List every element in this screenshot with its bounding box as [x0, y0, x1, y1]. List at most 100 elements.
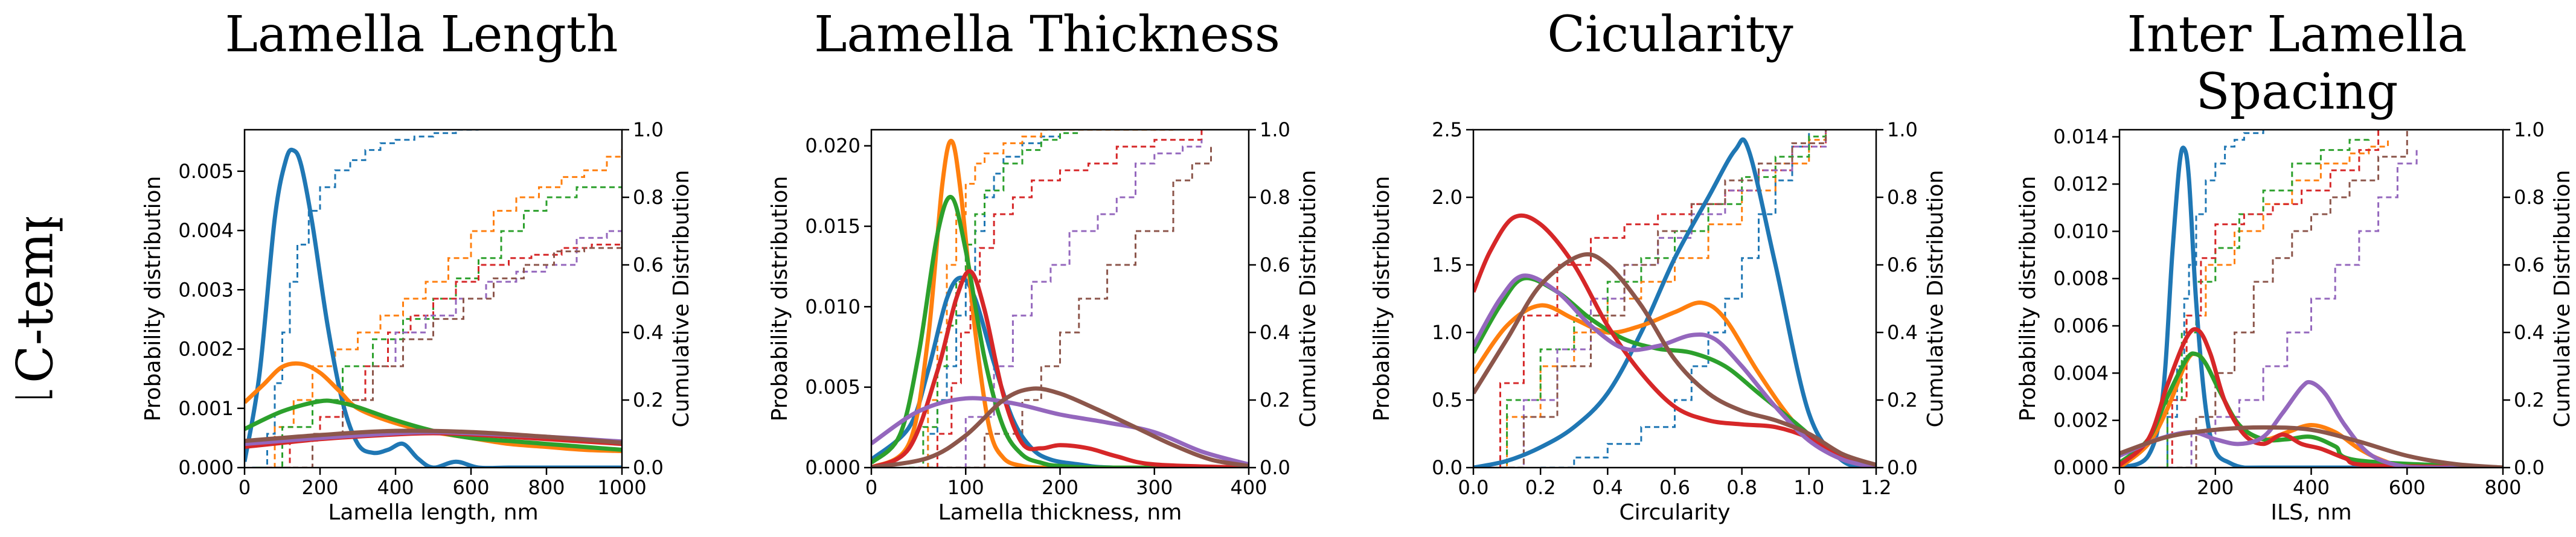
- y-axis-label: Probability distribution: [141, 176, 165, 422]
- y2-tick-label: 0.2: [1260, 389, 1290, 411]
- y-tick-label: 0.000: [178, 456, 234, 479]
- x-tick-label: 800: [2484, 476, 2521, 499]
- x-tick-label: 600: [452, 476, 489, 499]
- y2-tick-label: 0.8: [1260, 186, 1290, 209]
- y-tick-label: 0.005: [805, 376, 860, 399]
- pdf-line-blue: [1473, 137, 1876, 468]
- y-tick-label: 0.015: [805, 215, 860, 238]
- x-tick-label: 200: [1042, 476, 1078, 499]
- cdf-line-blue: [909, 130, 1089, 468]
- pdf-line-blue: [2119, 145, 2503, 468]
- cdf-line-red: [918, 130, 1203, 468]
- y2-tick-label: 0.2: [1887, 389, 1918, 411]
- y-tick-label: 0.004: [178, 219, 234, 242]
- x-tick-label: 400: [2293, 476, 2330, 499]
- y-tick-label: 0.002: [178, 338, 234, 361]
- x-tick-label: 300: [1136, 476, 1173, 499]
- y-tick-label: 0.000: [2053, 456, 2109, 479]
- cdf-line-red: [1480, 130, 1827, 468]
- y-tick-label: 0.010: [2053, 220, 2109, 243]
- cdf-line-red: [2158, 130, 2380, 468]
- chart-series-group: [245, 130, 622, 468]
- y-tick-label: 0.0: [1432, 456, 1463, 479]
- plot-frame: [243, 129, 623, 469]
- cdf-line-brown: [947, 147, 1212, 468]
- x-tick-label: 100: [947, 476, 984, 499]
- x-tick-label: 0: [865, 476, 877, 499]
- x-axis-label: Lamella thickness, nm: [938, 500, 1182, 525]
- x-tick-label: 0.0: [1458, 476, 1489, 499]
- y2-tick-label: 0.0: [1260, 456, 1290, 479]
- pdf-line-brown: [871, 386, 1249, 468]
- y2-tick-label: 0.4: [633, 321, 664, 344]
- y-tick-label: 0.014: [2053, 126, 2109, 148]
- y2-tick-label: 0.4: [2514, 321, 2545, 344]
- y2-tick-label: 1.0: [1887, 118, 1918, 141]
- y-tick-label: 0.004: [2053, 361, 2109, 384]
- x-tick-label: 600: [2389, 476, 2426, 499]
- cdf-line-red: [267, 241, 622, 468]
- cdf-line-green: [2148, 136, 2370, 468]
- pdf-line-orange: [245, 361, 622, 453]
- chart-panel-1: 0 200 400 600 800 1000 0.000 0.001 0.002 0.003 0.0…: [141, 118, 694, 525]
- y2-tick-label: 0.4: [1887, 321, 1918, 344]
- y2-tick-label: 0.4: [1260, 321, 1290, 344]
- cdf-line-blue: [1540, 130, 1810, 468]
- panel-title-4: Inter Lamella Spacing: [2127, 6, 2467, 121]
- cdf-line-purple: [2167, 147, 2418, 468]
- pdf-line-brown: [1473, 252, 1876, 467]
- x-tick-label: 200: [301, 476, 338, 499]
- y-tick-label: 0.5: [1432, 389, 1463, 411]
- chart-panel-2: 0 100 200 300 400 0.000 0.005 0.010 0.015 0.020 0.…: [767, 118, 1321, 525]
- pdf-line-green: [245, 398, 622, 452]
- y-tick-label: 2.0: [1432, 186, 1463, 209]
- y-tick-label: 1.5: [1432, 253, 1463, 276]
- cdf-line-blue: [2153, 130, 2264, 468]
- y2-tick-label: 0.8: [1887, 186, 1918, 209]
- x-tick-label: 0.6: [1659, 476, 1690, 499]
- x-tick-label: 400: [1230, 476, 1267, 499]
- y2-tick-label: 0.8: [633, 186, 664, 209]
- chart-panel-3: 0.0 0.2 0.4 0.6 0.8 1.0 1.20.00.51.01.52.02.50…: [1370, 118, 1948, 525]
- y-tick-label: 0.006: [2053, 314, 2109, 337]
- panel-title-1: Lamella Length: [225, 6, 618, 63]
- pdf-line-brown: [2119, 425, 2503, 468]
- y-tick-label: 0.005: [178, 160, 234, 183]
- x-tick-label: 0: [2113, 476, 2126, 499]
- y2-tick-label: 0.8: [2514, 186, 2545, 209]
- x-tick-label: 0.8: [1726, 476, 1757, 499]
- chart-series-group: [871, 130, 1249, 468]
- y2-axis-label: Cumulative Distribution: [1923, 170, 1948, 428]
- chart-panel-4: 0 200 400 600 800 0.000 0.002 0.004 0.006 0.008 0.…: [2016, 118, 2575, 525]
- y-tick-label: 0.001: [178, 397, 234, 420]
- panel-title-2: Lamella Thickness: [814, 6, 1280, 63]
- y2-tick-label: 0.0: [2514, 456, 2545, 479]
- x-tick-label: 1.0: [1793, 476, 1824, 499]
- row-label-text: 1C-temp: [9, 217, 65, 398]
- x-tick-label: 0.2: [1525, 476, 1556, 499]
- y-tick-label: 0.000: [805, 456, 860, 479]
- y2-axis-label: Cumulative Distribution: [1296, 170, 1321, 428]
- chart-series-group: [2119, 130, 2503, 468]
- y2-tick-label: 0.6: [1887, 253, 1918, 276]
- pdf-line-red: [2119, 327, 2503, 468]
- y-axis-label: Probability distribution: [2016, 176, 2040, 422]
- y-axis-label: Probability distribution: [767, 176, 792, 422]
- y2-tick-label: 0.0: [1887, 456, 1918, 479]
- x-tick-label: 0: [239, 476, 251, 499]
- pdf-line-green: [871, 195, 1249, 468]
- y2-tick-label: 1.0: [633, 118, 664, 141]
- y2-tick-label: 0.6: [2514, 253, 2545, 276]
- row-label: 1C-temp: [9, 217, 65, 398]
- cdf-line-blue: [252, 130, 479, 468]
- cdf-line-brown: [275, 244, 622, 468]
- y-tick-label: 2.5: [1432, 118, 1463, 141]
- x-tick-label: 1.2: [1861, 476, 1892, 499]
- y-tick-label: 0.003: [178, 278, 234, 301]
- y-tick-label: 0.012: [2053, 173, 2109, 195]
- x-tick-label: 800: [528, 476, 565, 499]
- y2-tick-label: 0.2: [2514, 389, 2545, 411]
- cdf-line-brown: [2177, 130, 2408, 468]
- y-tick-label: 0.020: [805, 135, 860, 157]
- pdf-line-purple: [871, 396, 1249, 467]
